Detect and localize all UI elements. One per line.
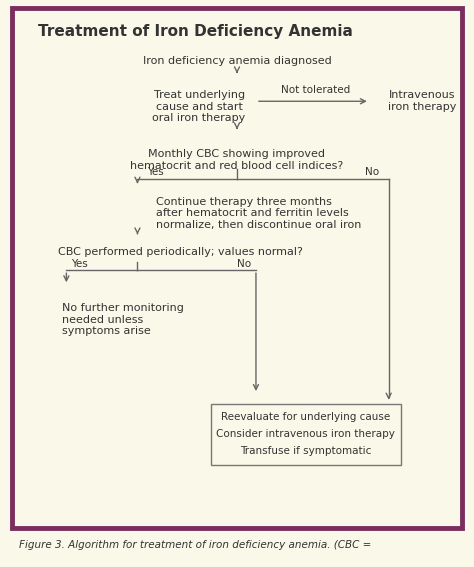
- Text: No: No: [365, 167, 379, 177]
- Text: No further monitoring
needed unless
symptoms arise: No further monitoring needed unless symp…: [62, 303, 183, 336]
- Text: Figure 3. Algorithm for treatment of iron deficiency anemia. (CBC =: Figure 3. Algorithm for treatment of iro…: [19, 540, 371, 550]
- Text: Transfuse if symptomatic: Transfuse if symptomatic: [240, 446, 372, 456]
- Text: Yes: Yes: [147, 167, 164, 177]
- Text: Treat underlying
cause and start
oral iron therapy: Treat underlying cause and start oral ir…: [153, 90, 246, 123]
- Text: No: No: [237, 259, 251, 269]
- Text: Yes: Yes: [71, 259, 88, 269]
- Text: CBC performed periodically; values normal?: CBC performed periodically; values norma…: [58, 247, 302, 257]
- Text: Not tolerated: Not tolerated: [281, 84, 350, 95]
- FancyBboxPatch shape: [211, 404, 401, 465]
- Text: Monthly CBC showing improved
hematocrit and red blood cell indices?: Monthly CBC showing improved hematocrit …: [130, 149, 344, 171]
- Text: Continue therapy three months
after hematocrit and ferritin levels
normalize, th: Continue therapy three months after hema…: [156, 197, 362, 230]
- Text: Iron deficiency anemia diagnosed: Iron deficiency anemia diagnosed: [143, 56, 331, 66]
- Text: Treatment of Iron Deficiency Anemia: Treatment of Iron Deficiency Anemia: [38, 24, 353, 39]
- Text: Reevaluate for underlying cause: Reevaluate for underlying cause: [221, 412, 391, 422]
- Text: Consider intravenous iron therapy: Consider intravenous iron therapy: [216, 429, 395, 439]
- Text: Intravenous
iron therapy: Intravenous iron therapy: [388, 91, 456, 112]
